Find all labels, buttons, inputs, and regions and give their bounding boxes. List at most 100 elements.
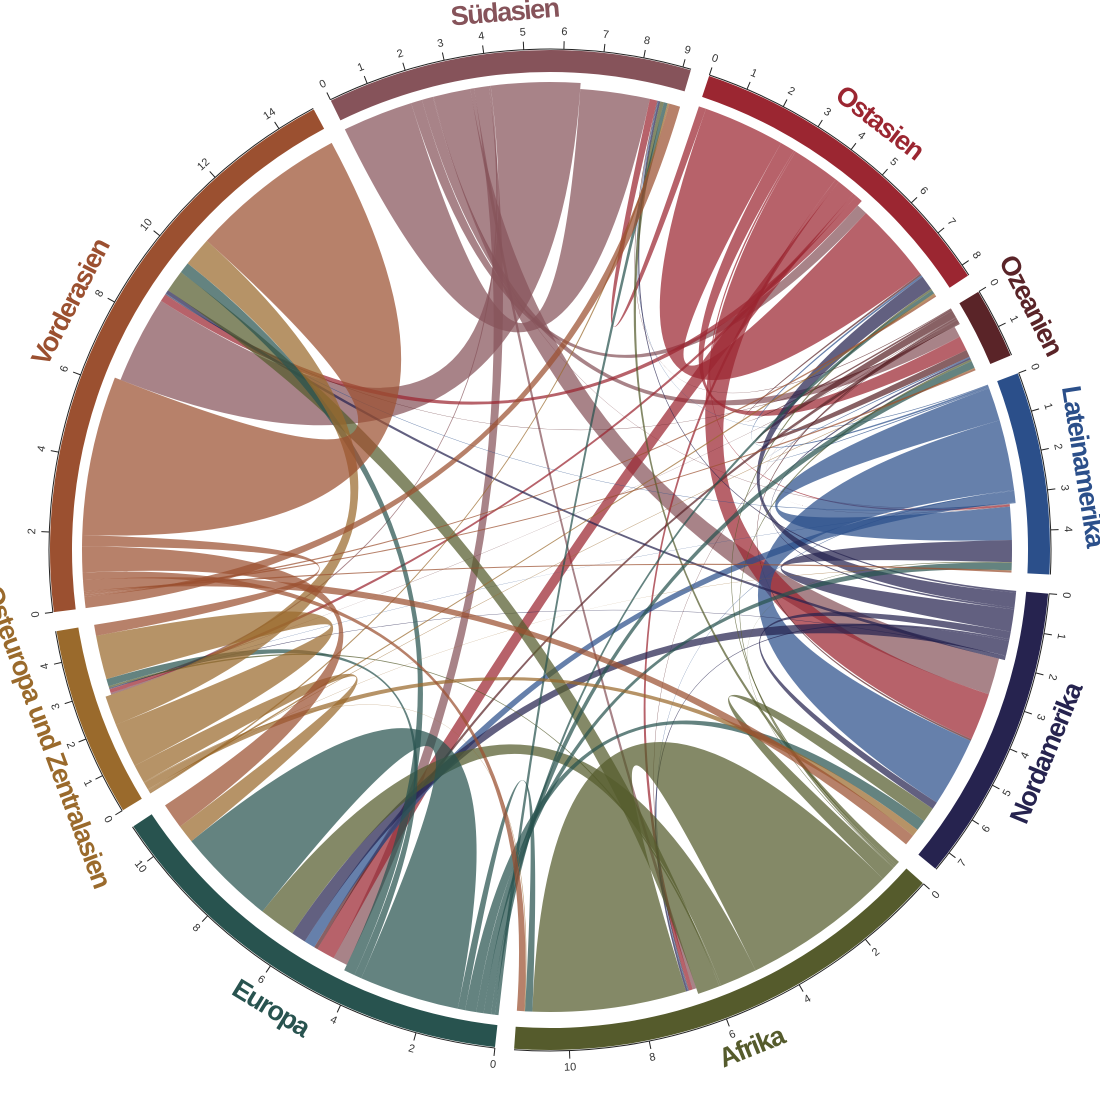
chord-ribbon (134, 673, 358, 842)
tick-mark (948, 852, 956, 859)
tick-label: 5 (1001, 788, 1014, 799)
tick-label: 6 (980, 823, 993, 835)
tick-mark (1040, 448, 1049, 451)
tick-label: 7 (602, 29, 609, 42)
region-arc (997, 373, 1050, 575)
chord-ribbon (84, 103, 681, 609)
tick-mark (1047, 488, 1056, 491)
tick-label: 6 (917, 185, 930, 198)
tick-label: 2 (407, 1042, 416, 1055)
tick-mark (798, 984, 804, 992)
tick-label: 4 (855, 129, 867, 142)
tick-label: 1 (1007, 314, 1020, 325)
tick-mark (146, 855, 154, 862)
tick-mark (998, 322, 1006, 328)
tick-label: 1 (1041, 402, 1054, 411)
region-arc (330, 50, 691, 121)
tick-label: 7 (956, 857, 969, 869)
tick-mark (1049, 593, 1058, 595)
tick-mark (1018, 369, 1027, 374)
tick-label: 0 (710, 52, 720, 65)
tick-mark (413, 1032, 417, 1041)
tick-label: 10 (564, 1061, 577, 1073)
tick-mark (107, 297, 115, 303)
tick-mark (78, 738, 87, 743)
axis-line (709, 74, 970, 276)
tick-mark (992, 784, 1000, 790)
chord-ribbon (728, 694, 933, 879)
tick-label: 2 (870, 946, 882, 959)
region-arc (959, 291, 1011, 365)
tick-label: 2 (64, 740, 77, 750)
chord-ribbon (457, 780, 536, 1012)
tick-label: 9 (683, 44, 692, 57)
tick-mark (643, 49, 646, 58)
ribbons (82, 81, 1017, 1016)
tick-label: 12 (195, 156, 212, 173)
tick-mark (95, 775, 103, 780)
chord-ribbon (82, 535, 320, 636)
tick-label: 5 (887, 156, 900, 169)
tick-label: 2 (26, 528, 38, 535)
chord-ribbon (191, 728, 477, 1009)
tick-label: 0 (317, 78, 328, 91)
tick-label: 10 (138, 216, 155, 233)
tick-mark (725, 1018, 730, 1027)
axis-line (55, 631, 123, 811)
tick-label: 4 (1019, 750, 1032, 760)
tick-mark (817, 119, 823, 128)
tick-label: 0 (1060, 592, 1072, 599)
tick-label: 4 (478, 30, 486, 43)
tick-mark (865, 938, 871, 946)
tick-mark (881, 168, 888, 176)
tick-mark (961, 260, 969, 266)
region-arc (50, 109, 325, 613)
tick-mark (603, 43, 606, 52)
tick-mark (64, 700, 73, 705)
tick-label: 5 (519, 26, 526, 38)
tick-label: 0 (489, 1058, 496, 1071)
tick-label: 0 (30, 611, 43, 619)
tick-label: 1 (1054, 632, 1067, 640)
tick-label: 4 (35, 445, 48, 453)
chord-ribbon (659, 108, 921, 381)
chord-ribbon (610, 98, 707, 327)
axis-line (978, 291, 1012, 356)
tick-label: 6 (255, 973, 267, 986)
chord-ribbon (96, 611, 334, 766)
tick-mark (44, 611, 53, 614)
tick-mark (782, 99, 788, 107)
axis-line (330, 48, 692, 101)
tick-label: 0 (987, 277, 1000, 288)
tick-label: 8 (648, 1051, 656, 1064)
tick-label: 8 (643, 35, 651, 48)
tick-mark (971, 819, 980, 825)
tick-label: 6 (561, 26, 567, 38)
tick-label: 3 (49, 702, 62, 711)
tick-label: 8 (190, 922, 203, 935)
tick-label: 1 (356, 61, 366, 74)
chord-ribbon (120, 81, 581, 426)
axis-line (935, 593, 1050, 870)
tick-label: 6 (727, 1028, 737, 1041)
tick-label: 7 (945, 216, 958, 228)
tick-mark (1035, 672, 1044, 676)
chord-ribbon (344, 88, 650, 333)
tick-mark (1043, 633, 1052, 636)
tick-mark (746, 81, 751, 90)
tick-mark (978, 286, 987, 292)
tick-mark (482, 45, 485, 54)
tick-mark (937, 227, 945, 234)
tick-label: 4 (802, 993, 813, 1006)
tick-label: 14 (261, 106, 278, 123)
region-arc (514, 868, 923, 1050)
tick-mark (682, 59, 686, 68)
region-name: Südasien (450, 0, 560, 32)
tick-label: 3 (1058, 484, 1071, 492)
tick-label: 3 (436, 37, 445, 50)
tick-label: 10 (132, 858, 149, 875)
tick-label: 4 (39, 662, 52, 671)
tick-mark (265, 965, 271, 973)
chord-ribbon (759, 612, 1011, 809)
